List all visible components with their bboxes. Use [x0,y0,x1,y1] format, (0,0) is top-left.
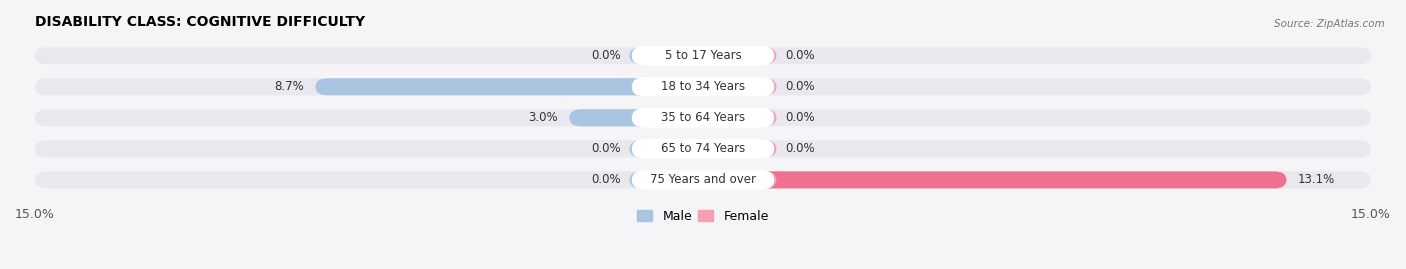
Text: 0.0%: 0.0% [786,111,815,124]
FancyBboxPatch shape [630,140,703,157]
FancyBboxPatch shape [703,78,776,95]
Text: 65 to 74 Years: 65 to 74 Years [661,142,745,155]
FancyBboxPatch shape [630,109,703,126]
Text: 5 to 17 Years: 5 to 17 Years [665,49,741,62]
FancyBboxPatch shape [630,47,703,64]
Text: 0.0%: 0.0% [786,49,815,62]
FancyBboxPatch shape [630,78,703,95]
Text: 0.0%: 0.0% [591,174,620,186]
FancyBboxPatch shape [631,108,775,128]
Text: 13.1%: 13.1% [1298,174,1334,186]
Text: 8.7%: 8.7% [274,80,304,93]
Text: DISABILITY CLASS: COGNITIVE DIFFICULTY: DISABILITY CLASS: COGNITIVE DIFFICULTY [35,15,366,29]
FancyBboxPatch shape [703,109,776,126]
FancyBboxPatch shape [631,139,775,159]
FancyBboxPatch shape [35,140,1371,157]
Text: 0.0%: 0.0% [786,142,815,155]
Text: 3.0%: 3.0% [529,111,558,124]
Text: 35 to 64 Years: 35 to 64 Years [661,111,745,124]
Text: 75 Years and over: 75 Years and over [650,174,756,186]
FancyBboxPatch shape [569,109,703,126]
FancyBboxPatch shape [35,78,1371,95]
Text: 18 to 34 Years: 18 to 34 Years [661,80,745,93]
FancyBboxPatch shape [703,171,776,189]
FancyBboxPatch shape [703,171,1286,189]
Text: 0.0%: 0.0% [591,49,620,62]
FancyBboxPatch shape [631,170,775,190]
FancyBboxPatch shape [631,77,775,97]
Legend: Male, Female: Male, Female [633,205,773,228]
Text: 0.0%: 0.0% [591,142,620,155]
FancyBboxPatch shape [315,78,703,95]
FancyBboxPatch shape [630,171,703,189]
Text: 0.0%: 0.0% [786,80,815,93]
FancyBboxPatch shape [35,171,1371,189]
Text: Source: ZipAtlas.com: Source: ZipAtlas.com [1274,19,1385,29]
FancyBboxPatch shape [35,47,1371,64]
FancyBboxPatch shape [703,140,776,157]
FancyBboxPatch shape [703,47,776,64]
FancyBboxPatch shape [631,46,775,66]
FancyBboxPatch shape [35,109,1371,126]
